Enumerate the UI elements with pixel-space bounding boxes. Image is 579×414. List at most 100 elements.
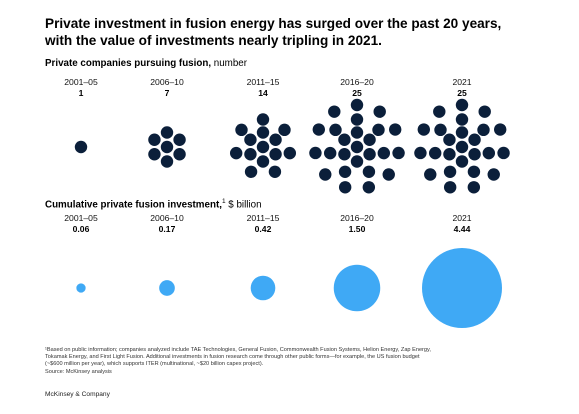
investment-bubble (333, 264, 381, 312)
companies-column-1: 2006–10 7 (127, 77, 207, 99)
company-dot (443, 165, 457, 178)
company-dot (362, 181, 376, 194)
company-dot (269, 148, 282, 161)
company-dot (433, 105, 446, 118)
companies-section-label: Private companies pursuing fusion, numbe… (45, 58, 247, 70)
investment-section-title: Cumulative private fusion investment, (45, 199, 222, 211)
company-dot (173, 133, 186, 146)
company-dot (443, 181, 457, 194)
investment-column-2: 2011–15 0.42 (223, 213, 303, 235)
company-dot (74, 140, 88, 154)
company-dot (362, 165, 376, 178)
company-dot (148, 148, 161, 161)
companies-column-0: 2001–05 1 (41, 77, 121, 99)
footnote: ¹Based on public information; companies … (45, 347, 545, 376)
company-dot (382, 168, 395, 181)
companies-period-label: 2006–10 (150, 77, 184, 87)
brand-name: McKinsey & Company (45, 391, 110, 398)
company-dot (312, 123, 325, 136)
companies-column-3: 2016–20 25 (317, 77, 397, 99)
company-dot (278, 123, 291, 137)
company-dot (148, 133, 161, 146)
company-dot (467, 181, 481, 194)
companies-column-4: 2021 25 (422, 77, 502, 99)
investment-value-label: 4.44 (453, 224, 471, 234)
company-dot (478, 105, 491, 118)
company-dot (373, 105, 386, 118)
company-dot (328, 105, 341, 118)
company-dot (455, 140, 469, 154)
company-dot (350, 126, 364, 139)
chart-title: Private investment in fusion energy has … (45, 15, 545, 49)
company-dot (443, 148, 456, 161)
companies-value-label: 14 (258, 88, 268, 98)
investment-value-label: 1.50 (348, 224, 366, 234)
investment-bubble (422, 248, 502, 328)
company-dot (434, 123, 447, 137)
company-dot (468, 133, 481, 146)
company-dot (350, 155, 364, 168)
companies-value-label: 25 (352, 88, 362, 98)
company-dot (377, 146, 391, 160)
company-dot (229, 146, 243, 160)
company-dot (372, 123, 385, 137)
company-dot (417, 123, 430, 136)
companies-period-label: 2016–20 (340, 77, 374, 87)
company-dot (269, 133, 282, 146)
company-dot (392, 146, 405, 160)
company-dot (443, 133, 456, 146)
company-dot (363, 148, 376, 161)
companies-column-2: 2011–15 14 (223, 77, 303, 99)
company-dot (468, 148, 481, 161)
company-dot (309, 146, 322, 160)
companies-period-label: 2021 (452, 77, 472, 87)
company-dot (235, 123, 248, 137)
investment-period-label: 2011–15 (246, 213, 280, 223)
investment-value-label: 0.42 (254, 224, 272, 234)
investment-column-0: 2001–05 0.06 (41, 213, 121, 235)
company-dot (414, 146, 427, 160)
investment-period-label: 2006–10 (150, 213, 184, 223)
investment-column-3: 2016–20 1.50 (317, 213, 397, 235)
companies-section-unit: number (213, 58, 247, 69)
companies-section-title: Private companies pursuing fusion, (45, 58, 212, 69)
company-dot (256, 140, 270, 154)
company-dot (160, 126, 174, 139)
company-dot (160, 140, 174, 154)
investment-value-label: 0.17 (158, 224, 176, 234)
company-dot (256, 113, 270, 126)
companies-value-label: 7 (164, 88, 170, 98)
investment-period-label: 2021 (452, 213, 472, 223)
company-dot (323, 146, 337, 160)
title-line-2: with the value of investments nearly tri… (45, 33, 382, 48)
company-dot (338, 133, 351, 146)
companies-value-label: 1 (78, 88, 84, 98)
company-dot (350, 113, 364, 126)
investment-value-label: 0.06 (72, 224, 90, 234)
company-dot (283, 146, 297, 160)
footnote-line-2: Tokamak Energy, and First Light Fusion. … (45, 354, 420, 361)
investment-bubble (159, 280, 175, 296)
company-dot (455, 113, 469, 126)
company-dot (319, 168, 332, 181)
company-dot (428, 146, 442, 160)
company-dot (338, 181, 352, 194)
company-dot (268, 165, 282, 178)
investment-section-unit: $ billion (228, 199, 262, 211)
companies-period-label: 2001–05 (64, 77, 98, 87)
company-dot (173, 148, 186, 161)
company-dot (477, 123, 490, 137)
investment-bubble (250, 275, 276, 301)
footnote-source: Source: McKinsey analysis (45, 368, 112, 375)
footnote-line-3: (~$600 million per year), which supports… (45, 361, 264, 368)
company-dot (482, 146, 496, 160)
investment-bubble (76, 283, 86, 293)
company-dot (244, 133, 257, 146)
company-dot (424, 168, 437, 181)
company-dot (256, 126, 270, 139)
company-dot (329, 123, 342, 137)
title-line-1: Private investment in fusion energy has … (45, 16, 502, 31)
company-dot (244, 148, 257, 161)
footnote-line-1: ¹Based on public information; companies … (45, 347, 431, 353)
